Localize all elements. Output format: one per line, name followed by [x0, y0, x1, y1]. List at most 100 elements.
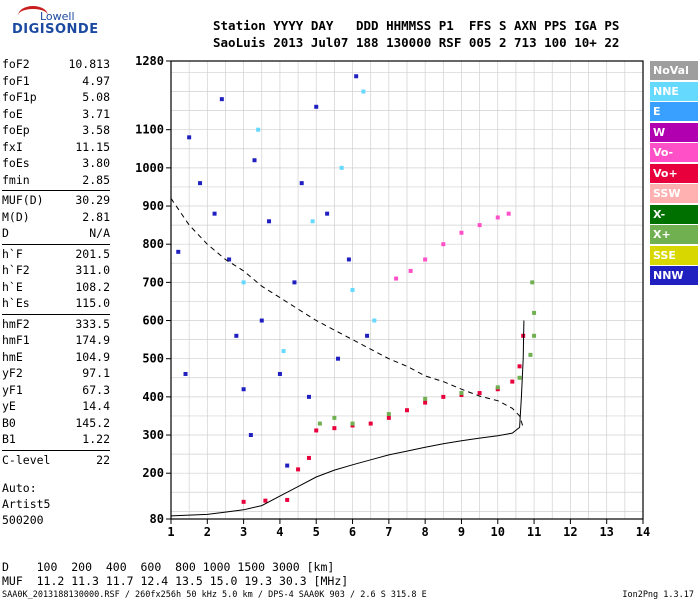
param-row: yF1 67.3 [2, 382, 110, 399]
echo-point-nnw [346, 257, 351, 262]
param-value: N/A [89, 226, 110, 240]
y-tick-label: 1280 [135, 54, 164, 68]
echo-point-vo [477, 391, 482, 396]
param-value: 14.4 [82, 399, 110, 413]
param-row: hmE 104.9 [2, 349, 110, 366]
param-label: foEs [2, 156, 30, 170]
x-tick-label: 11 [527, 525, 541, 539]
echo-point-nnw [365, 333, 370, 338]
version-label: Ion2Png 1.3.17 [622, 590, 694, 600]
echo-point-nnw [292, 280, 297, 285]
param-value: 2.85 [82, 172, 110, 187]
param-value: 3.71 [82, 106, 110, 121]
x-tick-label: 4 [276, 525, 283, 539]
param-label: yE [2, 399, 16, 413]
legend-item-x: X- [650, 204, 698, 224]
param-row: C-level 22 [2, 452, 110, 469]
y-tick-label: 1100 [135, 123, 164, 137]
y-tick-label: 700 [142, 275, 164, 289]
param-row: h`F 201.5 [2, 246, 110, 263]
param-value: 2.81 [82, 209, 110, 224]
autoscaling-info: Auto: Artist5 500200 [2, 480, 50, 528]
echo-point-nnw [248, 433, 253, 438]
echo-point-x [517, 375, 522, 380]
param-value: 333.5 [75, 316, 110, 331]
param-value: 1.22 [82, 432, 110, 446]
echo-point-nnw [306, 394, 311, 399]
y-tick-label: 600 [142, 314, 164, 328]
param-row: foEp 3.58 [2, 122, 110, 139]
param-row: hmF2 333.5 [2, 316, 110, 333]
param-row: h`Es 115.0 [2, 295, 110, 312]
legend-item-noval: NoVal [650, 61, 698, 80]
param-label: D [2, 226, 9, 240]
param-label: B0 [2, 415, 16, 430]
header-labels: Station YYYY DAY DDD HHMMSS P1 FFS S AXN… [213, 18, 620, 33]
echo-point-nnw [299, 181, 304, 186]
echo-point-nne [339, 165, 344, 170]
legend-item-sse: SSE [650, 245, 698, 265]
echo-point-nnw [277, 371, 282, 376]
param-separator [2, 190, 110, 191]
param-value: 108.2 [75, 279, 110, 294]
echo-point-x [532, 333, 537, 338]
logo-arc-icon [18, 6, 48, 25]
param-value: 3.80 [82, 156, 110, 170]
echo-point-nnw [183, 371, 188, 376]
param-row: yE 14.4 [2, 398, 110, 415]
x-tick-label: 10 [491, 525, 505, 539]
muf-row: MUF 11.2 11.3 11.7 12.4 13.5 15.0 19.3 3… [2, 574, 349, 588]
logo-lowell-text: Lowell [40, 10, 75, 23]
param-label: fxI [2, 139, 23, 154]
echo-point-x [332, 415, 337, 420]
y-tick-label: 500 [142, 352, 164, 366]
echo-point-nnw [234, 333, 239, 338]
param-value: 4.97 [82, 73, 110, 88]
echo-point-vo [423, 400, 428, 405]
param-row: D N/A [2, 225, 110, 242]
auto-software: Artist5 [2, 497, 51, 511]
x-tick-label: 13 [599, 525, 613, 539]
param-row: hmF1 174.9 [2, 332, 110, 349]
param-value: 97.1 [82, 366, 110, 380]
echo-point-x [532, 310, 537, 315]
y-tick-label: 900 [142, 199, 164, 213]
legend-item-nnw: NNW [650, 266, 698, 285]
param-label: yF2 [2, 366, 23, 380]
polarization-legend: NoVal NNE E W Vo- Vo+ SSW X- X+ SSE NNW [650, 61, 698, 287]
param-value: 104.9 [75, 349, 110, 364]
echo-point-vo [441, 394, 446, 399]
echo-point-nnw [267, 219, 272, 224]
param-label: foE [2, 106, 23, 121]
param-value: 10.813 [68, 57, 110, 71]
param-label: h`Es [2, 296, 30, 310]
param-value: 5.08 [82, 90, 110, 104]
param-label: foF1p [2, 90, 37, 104]
profile-solid-curve [170, 320, 525, 517]
distance-row: D 100 200 400 600 800 1000 1500 3000 [km… [2, 560, 335, 574]
y-tick-label: 200 [142, 466, 164, 480]
x-tick-label: 8 [422, 525, 429, 539]
param-label: hmF2 [2, 316, 30, 331]
echo-point-nnw [325, 211, 330, 216]
param-row: foE 3.71 [2, 106, 110, 123]
param-row: B0 145.2 [2, 415, 110, 432]
echo-point-vo [495, 215, 500, 220]
echo-point-nne [281, 349, 286, 354]
param-label: yF1 [2, 382, 23, 397]
echo-point-vo [408, 268, 413, 273]
echo-point-vo [477, 223, 482, 228]
x-tick-label: 7 [385, 525, 392, 539]
echo-point-nnw [314, 104, 319, 109]
y-tick-label: 1000 [135, 161, 164, 175]
param-label: foEp [2, 123, 30, 137]
echo-point-x [350, 421, 355, 426]
echo-point-nnw [259, 318, 264, 323]
echo-point-nnw [219, 97, 224, 102]
echo-point-x [459, 391, 464, 396]
param-separator [2, 449, 110, 451]
echo-point-vo [241, 499, 246, 504]
param-value: 145.2 [75, 415, 110, 430]
echo-point-vo [459, 230, 464, 235]
